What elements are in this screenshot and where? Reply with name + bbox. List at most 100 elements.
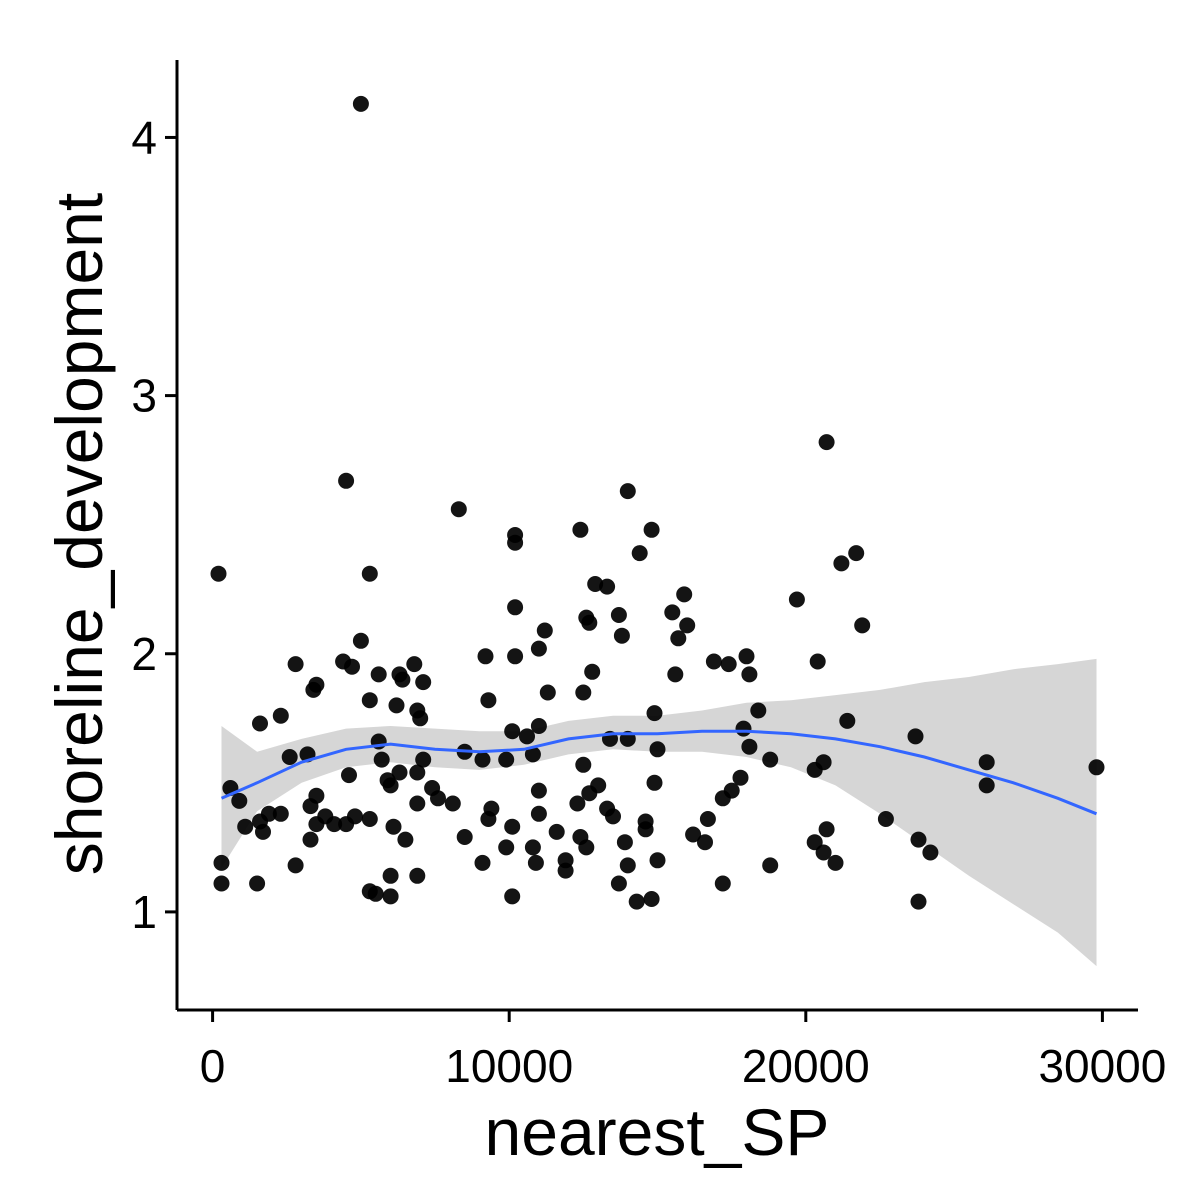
data-point [406, 656, 423, 673]
data-point [302, 798, 319, 815]
confidence-band [221, 658, 1097, 967]
data-point [720, 656, 737, 673]
data-point [643, 521, 660, 538]
data-point [249, 875, 266, 892]
data-point [628, 893, 645, 910]
data-point [338, 816, 355, 833]
data-point [430, 790, 446, 807]
data-point [854, 617, 871, 634]
data-point [344, 658, 360, 675]
data-point [361, 811, 378, 827]
data-point [670, 630, 687, 647]
data-point [613, 627, 630, 644]
data-point [741, 738, 758, 755]
data-point [815, 844, 832, 861]
data-point [610, 607, 627, 623]
data-point [548, 823, 565, 840]
data-point [827, 854, 844, 871]
y-tick-label: 3 [131, 370, 157, 422]
smooth-line [220, 729, 1098, 816]
data-point [705, 653, 722, 670]
data-point [806, 761, 823, 778]
data-point [530, 782, 547, 799]
data-point [341, 767, 357, 784]
data-point [444, 795, 461, 812]
x-tick-label: 30000 [1038, 1040, 1166, 1092]
data-point [302, 831, 319, 848]
data-point [697, 834, 713, 851]
data-point [415, 751, 432, 768]
data-point [809, 653, 826, 670]
y-tick-label: 2 [131, 628, 157, 680]
x-tick-label: 0 [200, 1040, 226, 1092]
data-point [370, 666, 387, 683]
data-point [818, 821, 835, 838]
x-tick-label: 20000 [742, 1040, 870, 1092]
data-point [504, 888, 521, 905]
data-point [524, 839, 541, 856]
smooth-line-layer [220, 729, 1098, 816]
data-point [352, 95, 369, 112]
data-point [382, 777, 399, 794]
data-point [539, 684, 556, 701]
data-point [649, 852, 666, 869]
data-point [649, 741, 666, 758]
data-point [519, 728, 535, 745]
data-point [788, 591, 805, 608]
data-point [507, 599, 524, 616]
data-point [557, 862, 574, 879]
data-point [575, 756, 592, 773]
data-point [762, 857, 779, 874]
data-point [361, 565, 378, 582]
data-point [450, 501, 467, 518]
data-point [714, 875, 731, 892]
data-point [646, 705, 663, 722]
data-point [676, 586, 693, 603]
data-point [833, 555, 850, 572]
data-point [373, 751, 390, 768]
data-point [272, 707, 289, 724]
data-point [352, 632, 369, 649]
data-point [409, 795, 426, 812]
data-point [738, 648, 755, 665]
data-point [750, 702, 767, 719]
data-point [910, 893, 927, 910]
data-point [587, 576, 604, 592]
data-point [818, 434, 835, 451]
data-point [922, 844, 939, 861]
data-point [646, 774, 663, 791]
data-point [619, 483, 636, 500]
data-point [272, 805, 289, 822]
data-point [619, 857, 636, 874]
data-point [569, 795, 586, 812]
data-point [255, 823, 271, 840]
x-axis-title: nearest_SP [485, 1095, 830, 1169]
data-point [287, 857, 304, 874]
data-point [388, 697, 405, 714]
ticks-layer: 0 10000 20000 30000 1 2 3 4 [131, 111, 1166, 1092]
data-point [978, 754, 995, 771]
data-point [679, 617, 696, 634]
data-point [498, 839, 515, 856]
data-point [839, 712, 856, 729]
data-point [237, 818, 254, 835]
data-point [308, 816, 325, 833]
data-point [610, 875, 627, 892]
data-point [578, 839, 595, 856]
data-point [361, 692, 378, 709]
data-point [664, 604, 681, 621]
data-point [474, 751, 491, 768]
data-point [530, 805, 547, 822]
data-point [385, 818, 402, 835]
confidence-band-layer [221, 658, 1097, 967]
x-tick-label: 10000 [445, 1040, 573, 1092]
data-point [572, 521, 589, 538]
data-point [714, 790, 731, 807]
data-point [699, 811, 716, 827]
data-point [599, 578, 616, 595]
data-point [524, 746, 541, 763]
data-point [394, 671, 411, 688]
data-point [326, 816, 343, 833]
data-point [581, 785, 598, 802]
